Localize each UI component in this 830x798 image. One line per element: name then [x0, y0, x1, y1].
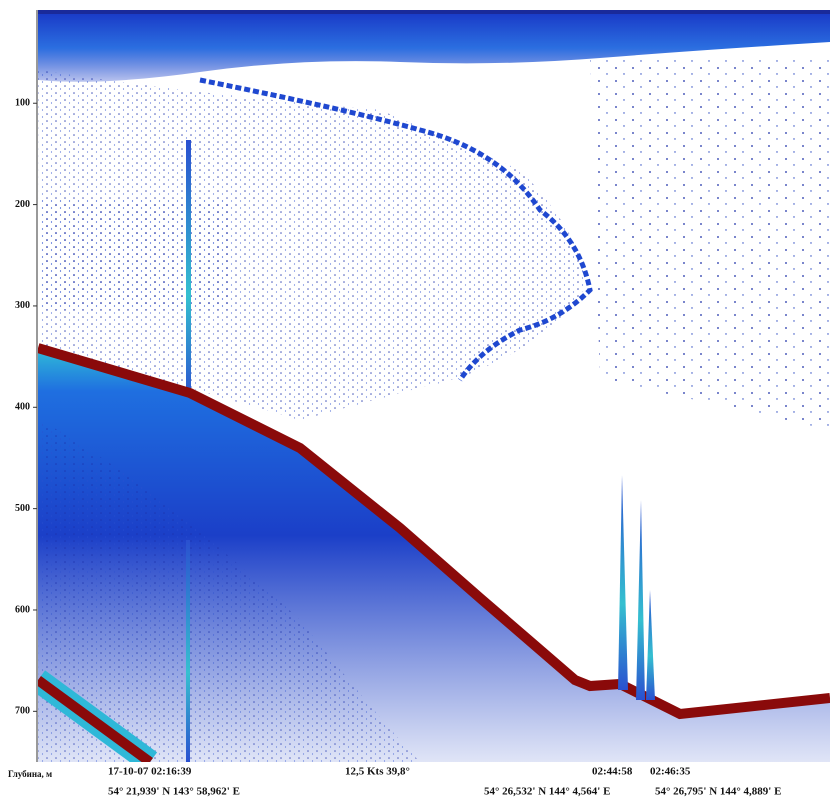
- interference-line: [186, 140, 191, 400]
- y-tick-label: 300: [15, 300, 30, 311]
- echogram: [38, 10, 830, 762]
- mark-position: 54° 26,532' N 144° 4,564' E: [484, 786, 610, 798]
- mark-time: 02:46:35: [650, 766, 691, 778]
- depth-label: Глубина, м: [8, 769, 52, 779]
- depth-ticks: 100 200 300 400 500 600 700: [15, 98, 37, 717]
- surface-line: [38, 10, 830, 14]
- interference-line: [186, 540, 190, 762]
- y-tick-label: 700: [15, 706, 30, 717]
- start-datetime: 17-10-07 02:16:39: [108, 766, 192, 778]
- y-tick-label: 500: [15, 503, 30, 514]
- speed-heading: 12,5 Kts 39,8°: [345, 766, 410, 778]
- y-tick-label: 100: [15, 98, 30, 109]
- y-tick-label: 400: [15, 402, 30, 413]
- mark-position: 54° 26,795' N 144° 4,889' E: [655, 786, 781, 798]
- fish-scatter: [590, 60, 830, 430]
- echogram-screen: 100 200 300 400 500 600 700 Глубина, м 17-10-0…: [0, 0, 830, 798]
- mark-time: 02:44:58: [592, 766, 633, 778]
- y-tick-label: 600: [15, 604, 30, 615]
- fish-layer: [40, 200, 230, 310]
- y-tick-label: 200: [15, 199, 30, 210]
- start-position: 54° 21,939' N 143° 58,962' E: [108, 786, 240, 798]
